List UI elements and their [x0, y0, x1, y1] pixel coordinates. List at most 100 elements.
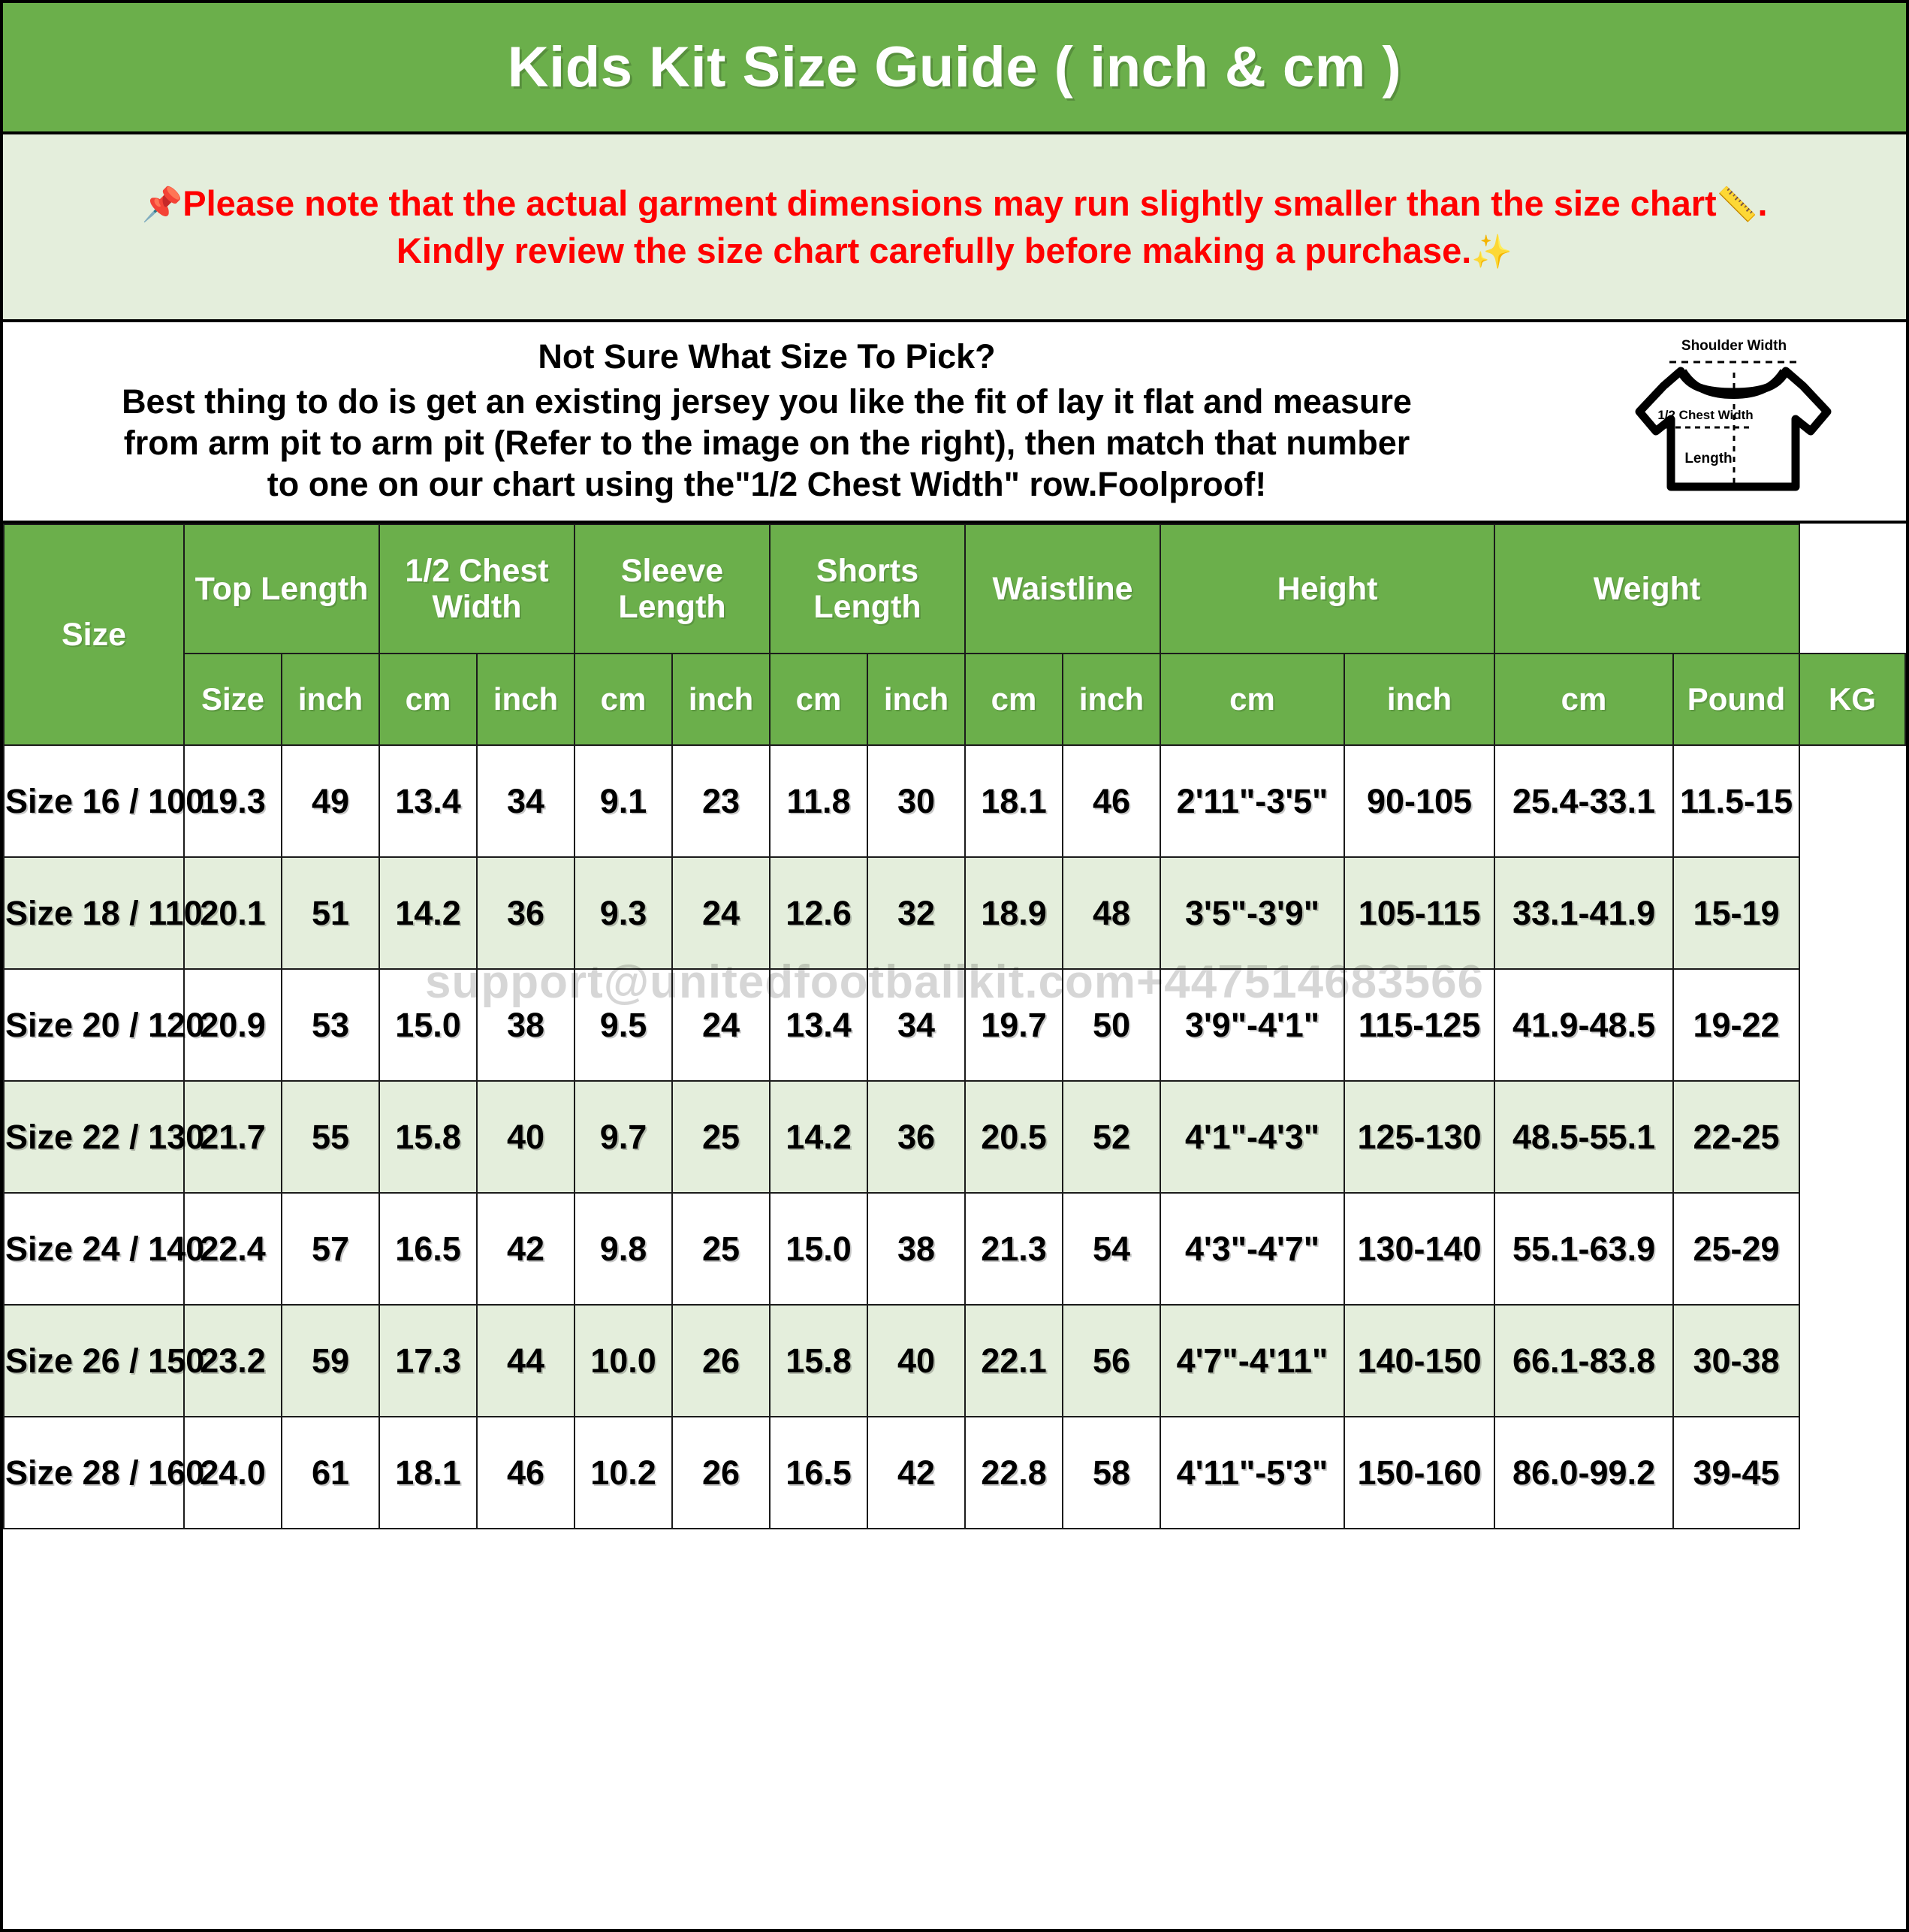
cell-size: Size 22 / 130 — [3, 1080, 204, 1194]
help-line-2: from arm pit to arm pit (Refer to the im… — [123, 424, 1410, 463]
cell-chest-inch: 15.0 — [378, 968, 478, 1082]
cell-toplen-cm: 61 — [280, 1416, 381, 1529]
cell-height-inch: 4'7"-4'11" — [1160, 1304, 1346, 1417]
notice-text-1: Please note that the actual garment dime… — [182, 183, 1717, 223]
cell-chest-cm: 46 — [476, 1416, 576, 1529]
help-text-block: Not Sure What Size To Pick? Best thing t… — [3, 337, 1613, 506]
cell-sleeve-inch: 9.5 — [574, 968, 674, 1082]
cell-sleeve-cm: 24 — [671, 856, 771, 970]
help-heading: Not Sure What Size To Pick? — [538, 337, 996, 376]
cell-size: Size 20 / 120 — [3, 968, 204, 1082]
cell-weight-kg: 39-45 — [1672, 1416, 1801, 1529]
cell-height-cm: 140-150 — [1344, 1304, 1496, 1417]
cell-weight-lb: 48.5-55.1 — [1494, 1080, 1675, 1194]
notice-band: 📌Please note that the actual garment dim… — [3, 134, 1906, 322]
cell-waist-inch: 19.7 — [964, 968, 1064, 1082]
cell-toplen-inch: 23.2 — [183, 1304, 282, 1417]
cell-shorts-cm: 32 — [867, 856, 967, 970]
cell-sleeve-cm: 26 — [671, 1304, 771, 1417]
size-chart-table: Size Top Length 1/2 Chest Width Sleeve L… — [3, 524, 1906, 1529]
cell-chest-inch: 18.1 — [378, 1416, 478, 1529]
cell-weight-kg: 15-19 — [1672, 856, 1801, 970]
cell-shorts-inch: 15.8 — [769, 1304, 869, 1417]
notice-text-1-end: . — [1757, 183, 1768, 223]
cell-weight-kg: 25-29 — [1672, 1192, 1801, 1306]
diagram-shoulder-width-label: Shoulder Width — [1681, 338, 1787, 354]
cell-weight-lb: 55.1-63.9 — [1494, 1192, 1675, 1306]
cell-sleeve-cm: 23 — [671, 744, 771, 858]
unit-chest-inch: inch — [476, 653, 576, 746]
unit-weight-lb: Pound — [1672, 653, 1801, 746]
cell-height-cm: 150-160 — [1344, 1416, 1496, 1529]
cell-toplen-cm: 51 — [280, 856, 381, 970]
header-sleeve: Sleeve Length — [574, 524, 771, 654]
table-row: Size 18 / 110 20.1 51 14.2 36 9.3 24 12.6 32 18.9… — [3, 856, 1905, 970]
group-header-row: Size Top Length 1/2 Chest Width Sleeve L… — [3, 524, 1905, 746]
cell-toplen-inch: 19.3 — [183, 744, 282, 858]
cell-waist-cm: 54 — [1062, 1192, 1162, 1306]
cell-chest-cm: 38 — [476, 968, 576, 1082]
cell-weight-kg: 11.5-15 — [1672, 744, 1801, 858]
header-weight: Weight — [1494, 524, 1801, 654]
cell-weight-lb: 66.1-83.8 — [1494, 1304, 1675, 1417]
cell-size: Size 28 / 160 — [3, 1416, 204, 1529]
cell-shorts-inch: 14.2 — [769, 1080, 869, 1194]
cell-height-inch: 3'5"-3'9" — [1160, 856, 1346, 970]
header-shorts: Shorts Length — [769, 524, 967, 654]
cell-weight-lb: 33.1-41.9 — [1494, 856, 1675, 970]
table-head: Size Top Length 1/2 Chest Width Sleeve L… — [3, 524, 1906, 746]
cell-sleeve-inch: 9.8 — [574, 1192, 674, 1306]
cell-waist-inch: 18.1 — [964, 744, 1064, 858]
cell-weight-kg: 30-38 — [1672, 1304, 1801, 1417]
cell-weight-lb: 25.4-33.1 — [1494, 744, 1675, 858]
cell-size: Size 16 / 100 — [3, 744, 204, 858]
cell-waist-cm: 48 — [1062, 856, 1162, 970]
cell-toplen-inch: 20.1 — [183, 856, 282, 970]
cell-shorts-cm: 34 — [867, 968, 967, 1082]
table-row: Size 24 / 140 22.4 57 16.5 42 9.8 25 15.0 38 21.3… — [3, 1192, 1905, 1306]
header-half-chest: 1/2 Chest Width — [378, 524, 576, 654]
cell-waist-inch: 20.5 — [964, 1080, 1064, 1194]
cell-chest-cm: 34 — [476, 744, 576, 858]
cell-shorts-inch: 12.6 — [769, 856, 869, 970]
cell-shorts-inch: 15.0 — [769, 1192, 869, 1306]
table-row: Size 26 / 150 23.2 59 17.3 44 10.0 26 15.8 40 22.… — [3, 1304, 1905, 1417]
cell-chest-inch: 14.2 — [378, 856, 478, 970]
cell-weight-kg: 22-25 — [1672, 1080, 1801, 1194]
cell-height-inch: 2'11"-3'5" — [1160, 744, 1346, 858]
unit-chest-cm: cm — [574, 653, 674, 746]
cell-size: Size 18 / 110 — [3, 856, 203, 970]
cell-sleeve-cm: 25 — [671, 1080, 771, 1194]
cell-waist-inch: 18.9 — [964, 856, 1064, 970]
table-row: Size 28 / 160 24.0 61 18.1 46 10.2 26 16.5 42 22.… — [3, 1416, 1905, 1529]
notice-line-1: 📌Please note that the actual garment dim… — [141, 180, 1767, 227]
cell-chest-inch: 17.3 — [378, 1304, 478, 1417]
cell-height-inch: 4'1"-4'3" — [1160, 1080, 1346, 1194]
ruler-icon: 📏 — [1716, 186, 1758, 223]
cell-height-inch: 4'3"-4'7" — [1160, 1192, 1346, 1306]
unit-toplen-inch: inch — [280, 653, 381, 746]
unit-weight-kg: KG — [1799, 653, 1906, 746]
cell-toplen-inch: 21.7 — [183, 1080, 282, 1194]
unit-size: Size — [183, 653, 282, 746]
cell-waist-cm: 58 — [1062, 1416, 1162, 1529]
unit-shorts-inch: inch — [867, 653, 967, 746]
cell-waist-cm: 46 — [1062, 744, 1162, 858]
cell-weight-lb: 86.0-99.2 — [1494, 1416, 1675, 1529]
cell-shorts-inch: 16.5 — [769, 1416, 869, 1529]
cell-chest-cm: 40 — [476, 1080, 576, 1194]
page-title: Kids Kit Size Guide ( inch & cm ) — [507, 35, 1402, 99]
cell-toplen-inch: 22.4 — [183, 1192, 282, 1306]
unit-sleeve-inch: inch — [671, 653, 771, 746]
cell-toplen-cm: 53 — [280, 968, 381, 1082]
cell-chest-cm: 44 — [476, 1304, 576, 1417]
table-row: Size 22 / 130 21.7 55 15.8 40 9.7 25 14.2 36 20.5… — [3, 1080, 1905, 1194]
cell-chest-inch: 15.8 — [378, 1080, 478, 1194]
diagram-length-label: Length — [1684, 451, 1732, 466]
cell-shorts-cm: 40 — [867, 1304, 967, 1417]
cell-toplen-cm: 49 — [280, 744, 381, 858]
cell-weight-lb: 41.9-48.5 — [1494, 968, 1675, 1082]
cell-waist-cm: 56 — [1062, 1304, 1162, 1417]
cell-chest-cm: 36 — [476, 856, 576, 970]
cell-toplen-cm: 55 — [280, 1080, 381, 1194]
